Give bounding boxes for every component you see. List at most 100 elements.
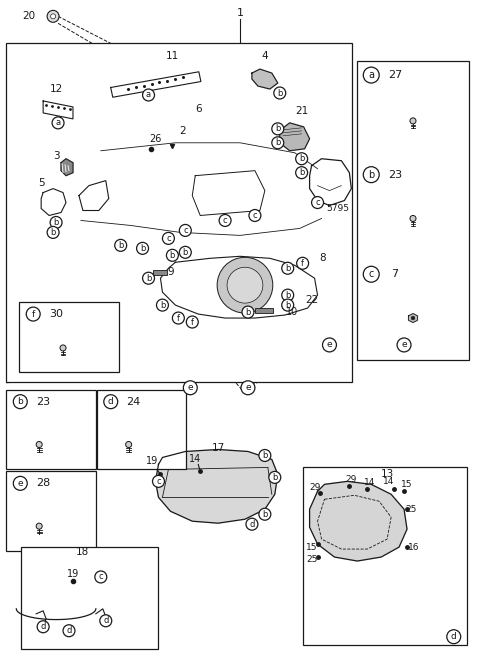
Polygon shape [310, 481, 407, 561]
Circle shape [297, 257, 309, 269]
Text: c: c [166, 234, 171, 243]
Text: c: c [223, 216, 228, 225]
Text: 2: 2 [179, 126, 186, 136]
Circle shape [363, 67, 379, 83]
Text: e: e [17, 479, 23, 488]
Text: 23: 23 [36, 397, 50, 407]
Text: b: b [160, 300, 165, 310]
Text: b: b [299, 168, 304, 177]
Text: 15: 15 [306, 543, 317, 552]
Circle shape [36, 523, 42, 529]
Text: b: b [118, 241, 123, 250]
Text: d: d [451, 632, 456, 642]
Circle shape [219, 214, 231, 226]
Text: b: b [53, 218, 59, 227]
Text: b: b [17, 397, 23, 406]
Circle shape [156, 299, 168, 311]
Bar [255, 308, 273, 313]
Bar [357, 61, 468, 360]
Text: b: b [262, 451, 267, 460]
Text: c: c [183, 226, 188, 235]
Text: 19: 19 [146, 457, 158, 467]
Circle shape [137, 242, 148, 254]
Text: 5: 5 [38, 178, 45, 187]
Text: 30: 30 [49, 309, 63, 319]
Circle shape [47, 11, 59, 22]
Circle shape [13, 395, 27, 409]
Text: f: f [177, 314, 180, 323]
Polygon shape [280, 123, 310, 150]
Circle shape [47, 226, 59, 238]
Circle shape [323, 338, 336, 352]
Circle shape [246, 518, 258, 530]
Circle shape [95, 571, 107, 583]
Circle shape [241, 381, 255, 395]
Circle shape [26, 307, 40, 321]
Text: 1: 1 [237, 9, 243, 18]
Text: 14: 14 [363, 478, 375, 487]
Polygon shape [192, 171, 265, 215]
Text: 15: 15 [401, 480, 413, 489]
Circle shape [36, 442, 42, 447]
Text: a: a [56, 118, 60, 127]
Text: 14: 14 [384, 477, 395, 486]
Text: f: f [191, 317, 194, 327]
Circle shape [115, 240, 127, 251]
Text: 24: 24 [127, 397, 141, 407]
Circle shape [363, 167, 379, 183]
Text: 25: 25 [306, 554, 317, 564]
Polygon shape [61, 158, 73, 176]
Circle shape [411, 316, 415, 320]
Text: 21: 21 [295, 106, 308, 116]
Text: d: d [108, 397, 114, 406]
Circle shape [37, 621, 49, 633]
Text: b: b [285, 264, 290, 273]
Text: 19: 19 [67, 569, 79, 579]
Text: c: c [252, 211, 257, 220]
Text: c: c [156, 477, 161, 486]
Circle shape [269, 471, 281, 483]
Text: b: b [277, 88, 282, 98]
Circle shape [217, 257, 273, 313]
Text: 25: 25 [405, 505, 417, 513]
Circle shape [180, 224, 192, 236]
Text: a: a [146, 90, 151, 100]
Text: 22: 22 [305, 295, 318, 305]
Circle shape [272, 137, 284, 148]
Circle shape [282, 299, 294, 311]
Circle shape [162, 232, 174, 244]
Text: b: b [368, 170, 374, 180]
Circle shape [50, 216, 62, 228]
Polygon shape [111, 72, 201, 97]
Text: b: b [170, 251, 175, 260]
Text: 14: 14 [189, 455, 202, 465]
Text: 6: 6 [195, 104, 202, 114]
Text: b: b [245, 308, 251, 317]
Text: c: c [315, 198, 320, 207]
Circle shape [167, 249, 179, 261]
Text: b: b [275, 124, 280, 133]
Bar [302, 467, 467, 645]
Text: f: f [301, 259, 304, 268]
Polygon shape [41, 189, 66, 215]
Text: c: c [369, 269, 374, 279]
Circle shape [227, 267, 263, 303]
Circle shape [183, 381, 197, 395]
Circle shape [410, 118, 416, 124]
Text: 9: 9 [167, 267, 174, 277]
Text: 28: 28 [36, 478, 50, 488]
Polygon shape [408, 314, 418, 323]
Circle shape [272, 123, 284, 135]
Circle shape [63, 625, 75, 637]
Circle shape [397, 338, 411, 352]
Circle shape [60, 345, 66, 351]
Polygon shape [79, 181, 109, 211]
Circle shape [312, 197, 324, 209]
Text: 5795: 5795 [326, 204, 349, 213]
Circle shape [104, 395, 118, 409]
Circle shape [296, 167, 308, 179]
Text: b: b [182, 248, 188, 257]
Text: 10: 10 [286, 307, 298, 317]
Circle shape [274, 87, 286, 99]
Text: b: b [272, 473, 277, 482]
